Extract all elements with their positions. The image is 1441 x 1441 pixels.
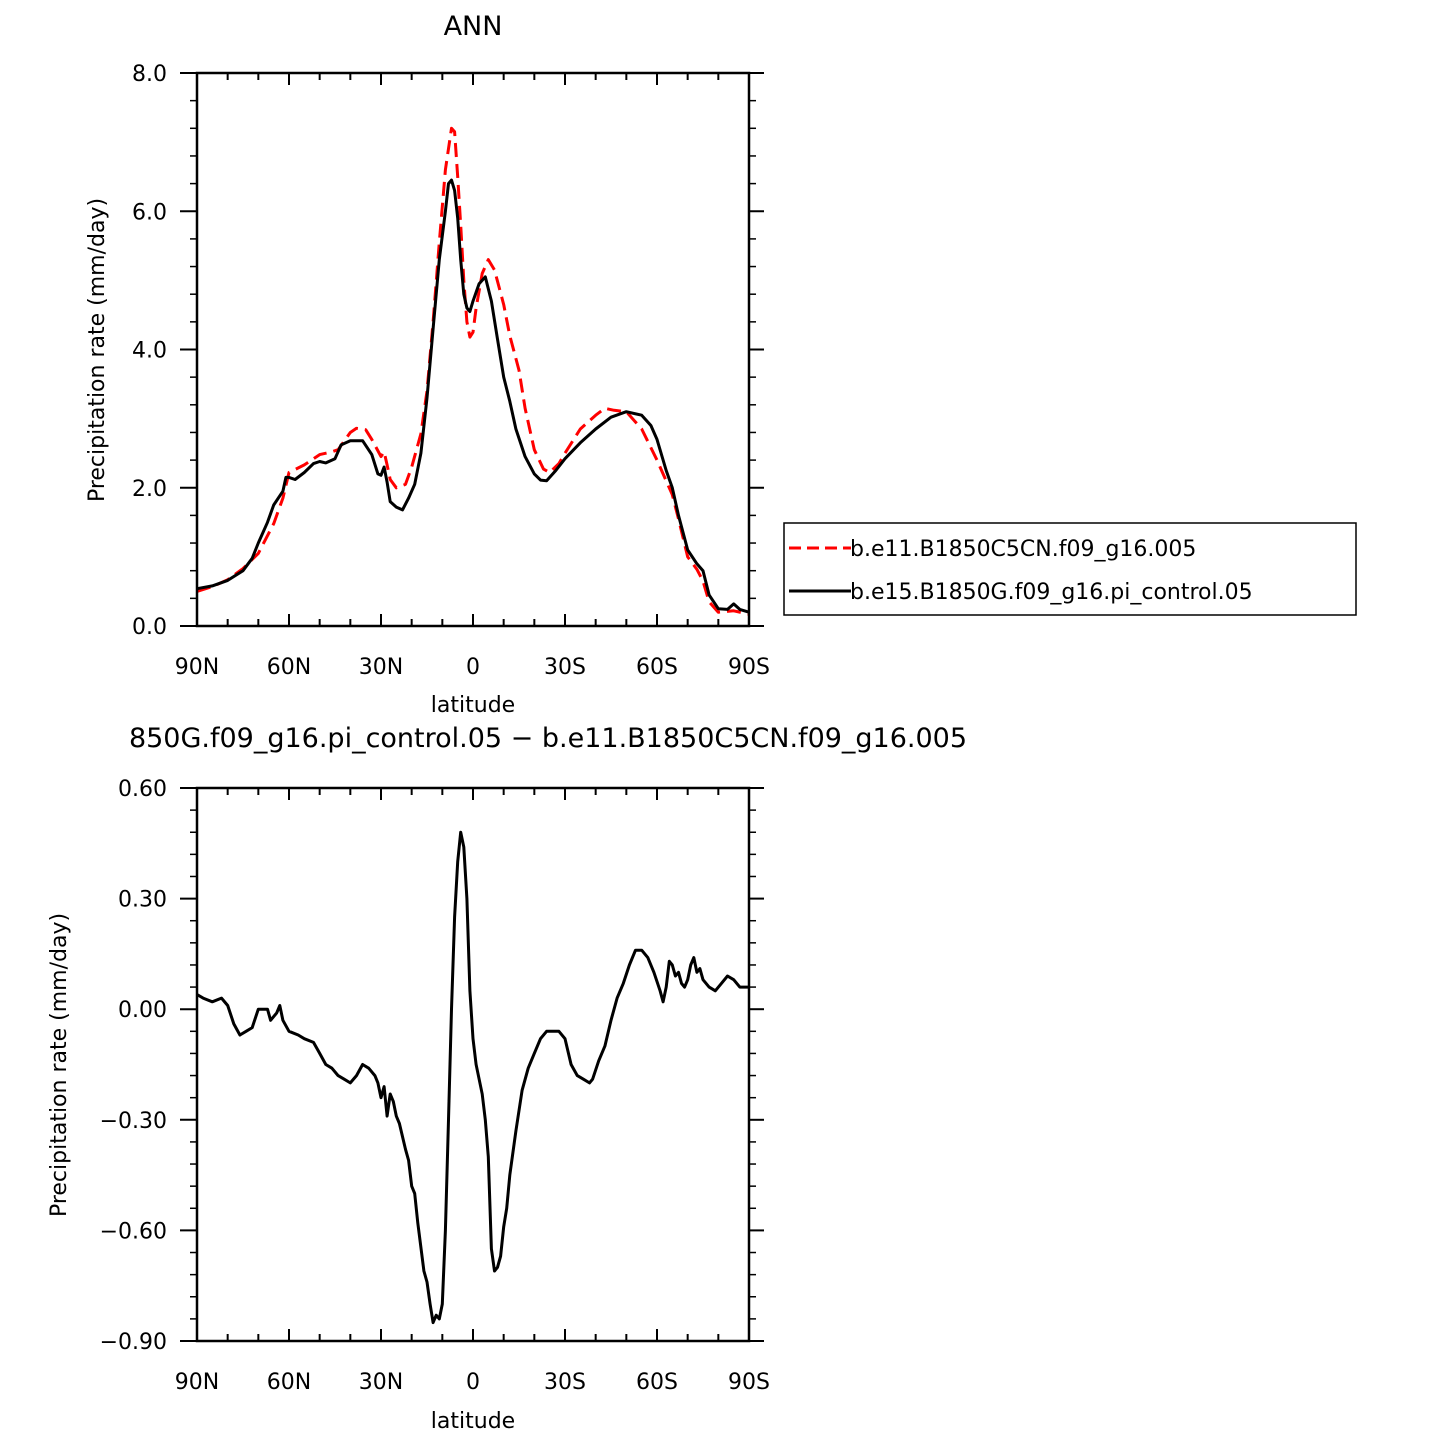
top-chart: ANN 90N 60N 30N 0 30S 60S 90S 0.0 2.0 4.0 6.0 8.0 l… [85,11,770,718]
bottom-chart-xlabel: latitude [431,1409,515,1434]
x-tick-label: 30S [544,655,586,680]
y-tick-label: −0.60 [100,1219,167,1244]
bottom-plot-frame [195,786,751,1343]
x-tick-label: 60S [636,655,678,680]
y-tick-label: 0.0 [132,615,167,640]
x-tick-label: 90S [728,655,770,680]
top-chart-ylabel: Precipitation rate (mm/day) [85,198,110,502]
bottom-chart: 850G.f09_g16.pi_control.05 − b.e11.B1850… [47,723,967,1434]
y-tick-label: 0.00 [118,998,167,1023]
y-tick-label: 2.0 [132,477,167,502]
top-chart-ticks: 90N 60N 30N 0 30S 60S 90S 0.0 2.0 4.0 6.0 8.0 [132,62,770,680]
top-chart-title: ANN [444,11,503,42]
x-tick-label: 30N [359,655,403,680]
legend: b.e11.B1850C5CN.f09_g16.005 b.e15.B1850G… [783,522,1357,616]
y-tick-label: 4.0 [132,339,167,364]
legend-box [783,522,1357,616]
x-tick-label: 0 [466,655,480,680]
x-tick-label: 30S [544,1370,586,1395]
x-tick-label: 90S [728,1370,770,1395]
y-tick-label: −0.30 [100,1109,167,1134]
y-tick-label: 0.30 [118,888,167,913]
bottom-chart-ylabel: Precipitation rate (mm/day) [47,913,72,1217]
y-tick-label: 0.60 [118,777,167,802]
legend-label-series-2: b.e15.B1850G.f09_g16.pi_control.05 [850,580,1253,605]
x-tick-label: 30N [359,1370,403,1395]
x-tick-label: 60N [267,655,311,680]
bottom-series-line-1 [196,830,749,1325]
top-series-line-1 [196,126,750,616]
x-tick-label: 90N [175,1370,219,1395]
bottom-chart-ticks: 90N 60N 30N 0 30S 60S 90S −0.90 −0.60 −0.30 0.00 0.… [100,777,770,1395]
x-tick-label: 0 [466,1370,480,1395]
top-series-line-2 [196,178,750,614]
x-tick-label: 60N [267,1370,311,1395]
legend-label-series-1: b.e11.B1850C5CN.f09_g16.005 [850,537,1196,562]
x-tick-label: 90N [175,655,219,680]
y-tick-label: 8.0 [132,62,167,87]
x-tick-label: 60S [636,1370,678,1395]
y-tick-label: −0.90 [100,1330,167,1355]
top-chart-xlabel: latitude [431,693,515,718]
top-plot-frame [195,71,751,628]
bottom-chart-title: 850G.f09_g16.pi_control.05 − b.e11.B1850… [129,723,967,754]
y-tick-label: 6.0 [132,200,167,225]
bottom-chart-series [196,830,749,1325]
top-chart-series [196,126,750,616]
